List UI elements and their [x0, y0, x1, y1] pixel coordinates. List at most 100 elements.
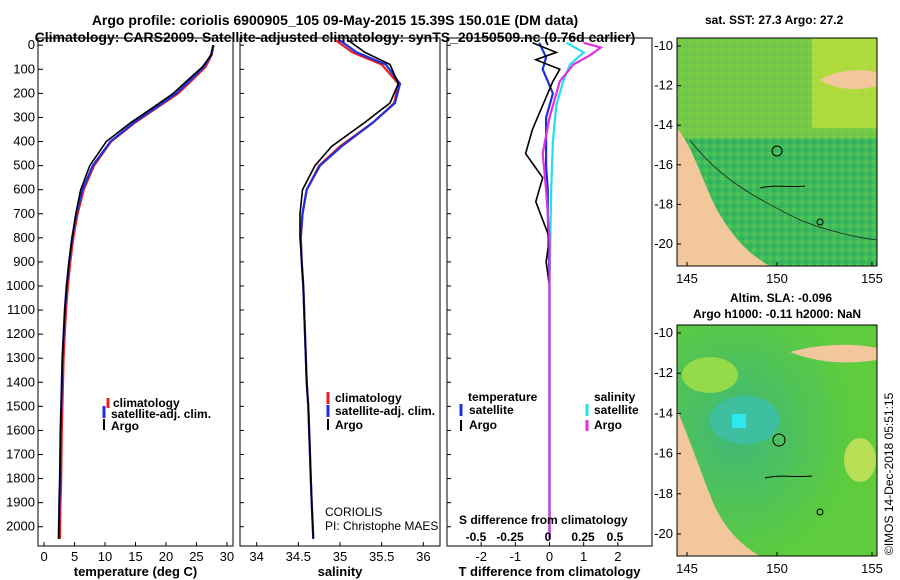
map-lat-label: -18	[654, 486, 673, 501]
x-tick-label: -2	[475, 549, 487, 564]
y-tick-label: 100	[13, 61, 35, 76]
map-sst-land-png	[820, 70, 877, 90]
x-tick-label: 30	[220, 549, 234, 564]
map-sst-isobath	[689, 139, 878, 241]
x-tick-label: 34	[249, 549, 263, 564]
x-tick-label: -1	[510, 549, 522, 564]
map-sla-land-australia	[677, 410, 760, 556]
annotation-coriolis: CORIOLIS	[325, 505, 382, 519]
x-tick-label: 10	[98, 549, 112, 564]
legend-label-t-argo: Argo	[469, 418, 497, 432]
map-sla-high-2	[844, 438, 876, 482]
map-lat-label: -14	[654, 117, 673, 132]
y-tick-label: 1300	[6, 350, 35, 365]
x-tick-label: 25	[189, 549, 203, 564]
y-tick-label: 900	[13, 254, 35, 269]
plot-frame-1	[239, 37, 441, 547]
x-tick-label: 35.5	[369, 549, 394, 564]
map-sst: sat. SST: 27.3 Argo: 27.2 -10 -12 -14 -16 -1…	[654, 13, 883, 286]
chart-title-line1: Argo profile: coriolis 6900905_105 09-Ma…	[91, 12, 579, 28]
legend-title-temperature: temperature	[468, 390, 538, 404]
series-line-s-argo	[541, 41, 604, 539]
legend-label-s-satellite: satellite	[594, 403, 639, 417]
s-diff-tick-label: 0.5	[607, 530, 624, 544]
legend-label-satellite: satellite-adj. clim.	[111, 407, 211, 421]
x-tick-label: 35	[333, 549, 347, 564]
map-sla-reef-small	[816, 508, 824, 516]
legend-label-climatology: climatology	[113, 396, 180, 410]
map-lon-label: 155	[861, 271, 883, 286]
y-tick-label: 1000	[6, 278, 35, 293]
map-sst-reef-small	[816, 218, 824, 226]
y-tick-label: 0	[28, 37, 35, 52]
series-line-t-satellite	[538, 42, 555, 539]
y-tick-label: 1200	[6, 326, 35, 341]
x-tick-label: 20	[159, 549, 173, 564]
series-line-satellite-adj-clim-	[299, 39, 402, 539]
map-sla-high-1	[682, 357, 738, 393]
legend-label-t-satellite: satellite	[469, 403, 514, 417]
x-tick-label: 15	[128, 549, 142, 564]
x-tick-label: 1	[580, 549, 587, 564]
y-tick-label: 1900	[6, 495, 35, 510]
y-tick-label: 1700	[6, 447, 35, 462]
map-sla-title2: Argo h1000: -0.11 h2000: NaN	[693, 307, 861, 321]
x-tick-label: 2	[614, 549, 621, 564]
map-lat-label: -14	[654, 405, 673, 420]
series-line-climatology	[58, 44, 215, 539]
map-lon-label: 145	[676, 271, 698, 286]
y-tick-label: 1500	[6, 398, 35, 413]
difference-legend: temperature satellite Argo salinity sate…	[459, 390, 639, 544]
y-tick-label: 800	[13, 230, 35, 245]
map-sst-reef	[771, 145, 783, 157]
map-sst-title: sat. SST: 27.3 Argo: 27.2	[705, 13, 844, 27]
temperature-legend: climatology satellite-adj. clim. Argo	[102, 396, 211, 433]
x-tick-label: 36	[416, 549, 430, 564]
x-axis-label: temperature (deg C)	[74, 564, 198, 579]
map-sla: Altim. SLA: -0.096 Argo h1000: -0.11 h20…	[654, 291, 883, 576]
map-lon-label: 150	[766, 271, 788, 286]
map-lat-label: -16	[654, 157, 673, 172]
y-tick-label: 200	[13, 85, 35, 100]
y-tick-label: 300	[13, 109, 35, 124]
s-diff-tick-label: -0.25	[496, 530, 524, 544]
map-lat-label: -20	[654, 526, 673, 541]
legend-title-salinity: salinity	[594, 390, 636, 404]
x-axis-label: T difference from climatology	[458, 564, 641, 579]
y-tick-label: 1800	[6, 471, 35, 486]
map-sla-islands	[764, 475, 813, 479]
y-tick-label: 2000	[6, 519, 35, 534]
map-lat-label: -12	[654, 365, 673, 380]
map-sla-reef	[772, 433, 786, 447]
map-lat-label: -20	[654, 236, 673, 251]
legend-label-argo: Argo	[111, 419, 139, 433]
chart-title-line2: Climatology: CARS2009. Satellite-adjuste…	[34, 29, 636, 45]
y-tick-label: 1100	[7, 302, 35, 317]
y-tick-label: 400	[13, 134, 35, 149]
map-sst-land-australia	[677, 128, 770, 266]
y-tick-label: 500	[13, 158, 35, 173]
annotation-pi: PI: Christophe MAES	[325, 519, 438, 533]
legend-label-argo: Argo	[335, 418, 363, 432]
y-tick-label: 1600	[6, 422, 35, 437]
map-lat-label: -16	[654, 446, 673, 461]
map-lon-label: 145	[676, 561, 698, 576]
x-tick-label: 0	[546, 549, 553, 564]
s-diff-tick-label: 0.25	[571, 530, 595, 544]
x-tick-label: 34.5	[286, 549, 311, 564]
map-lat-label: -10	[654, 325, 673, 340]
series-line-climatology	[299, 39, 400, 539]
map-sst-islands	[759, 185, 806, 189]
x-tick-label: 0	[40, 549, 47, 564]
legend-label-s-argo: Argo	[594, 418, 622, 432]
legend-label-climatology: climatology	[335, 391, 402, 405]
map-lat-label: -10	[654, 38, 673, 53]
series-line-argo	[57, 45, 214, 539]
y-tick-label: 600	[13, 182, 35, 197]
map-sla-argo-pixel	[732, 414, 746, 428]
x-tick-label: 5	[71, 549, 78, 564]
s-diff-tick-label: -0.5	[466, 530, 487, 544]
series-line-t-argo	[524, 42, 561, 539]
salinity-legend: climatology satellite-adj. clim. Argo CO…	[325, 391, 438, 533]
